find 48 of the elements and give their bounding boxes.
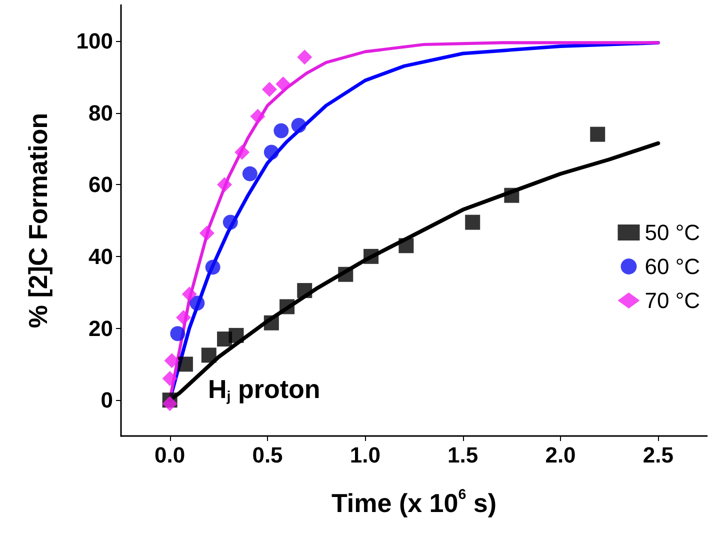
- point: [250, 108, 266, 124]
- point: [164, 353, 180, 368]
- legend-label: 70 °C: [644, 288, 700, 313]
- point: [170, 326, 186, 342]
- point: [199, 226, 214, 241]
- point: [178, 356, 193, 372]
- y-tick-label: 100: [76, 28, 113, 54]
- x-tick-label: 2.5: [642, 442, 674, 468]
- x-tick-label: 1.0: [350, 442, 380, 468]
- point: [274, 123, 289, 138]
- point: [162, 396, 178, 412]
- point: [504, 188, 520, 203]
- y-tick-label: 80: [88, 100, 113, 126]
- point: [162, 371, 178, 386]
- point: [264, 315, 279, 330]
- y-tick-label: 0: [100, 388, 113, 413]
- point: [276, 76, 291, 92]
- y-tick-label: 40: [88, 244, 113, 269]
- point: [338, 266, 354, 282]
- y-tick-label: 60: [88, 172, 113, 198]
- point: [590, 126, 606, 142]
- point: [280, 299, 295, 314]
- point: [205, 260, 220, 275]
- point: [291, 118, 306, 133]
- y-axis-title: % [2]C Formation: [23, 112, 53, 328]
- x-tick-label: 1.5: [448, 442, 478, 468]
- point: [262, 82, 277, 97]
- point: [398, 238, 414, 254]
- point: [264, 144, 279, 160]
- x-tick-label: 0.0: [154, 442, 186, 468]
- point: [242, 166, 258, 182]
- point: [234, 144, 250, 160]
- point: [201, 348, 216, 363]
- point: [190, 296, 205, 311]
- legend-label: 60 °C: [644, 254, 700, 279]
- x-tick-label: 0.5: [252, 442, 283, 468]
- x-tick-label: 2.0: [545, 442, 576, 468]
- point: [182, 286, 197, 302]
- point: [297, 283, 312, 298]
- point: [297, 50, 312, 65]
- point: [228, 328, 244, 343]
- point: [217, 177, 232, 192]
- legend-label: 50 °C: [644, 220, 700, 245]
- point: [364, 248, 379, 264]
- point: [465, 214, 480, 230]
- point: [222, 214, 238, 230]
- y-tick-label: 20: [88, 316, 113, 341]
- point: [176, 310, 192, 325]
